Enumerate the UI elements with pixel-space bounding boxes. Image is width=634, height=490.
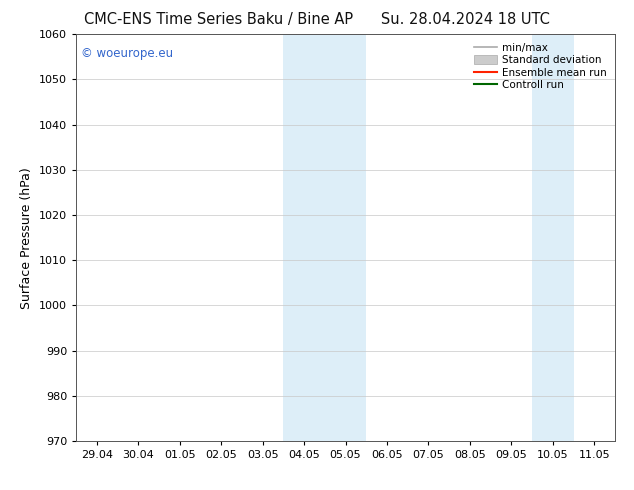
Y-axis label: Surface Pressure (hPa): Surface Pressure (hPa) [20,167,34,309]
Legend: min/max, Standard deviation, Ensemble mean run, Controll run: min/max, Standard deviation, Ensemble me… [470,40,610,94]
Text: © woeurope.eu: © woeurope.eu [81,47,174,59]
Bar [283,34,325,441]
Bar [532,34,574,441]
Text: CMC-ENS Time Series Baku / Bine AP      Su. 28.04.2024 18 UTC: CMC-ENS Time Series Baku / Bine AP Su. 2… [84,12,550,27]
Bar [325,34,366,441]
